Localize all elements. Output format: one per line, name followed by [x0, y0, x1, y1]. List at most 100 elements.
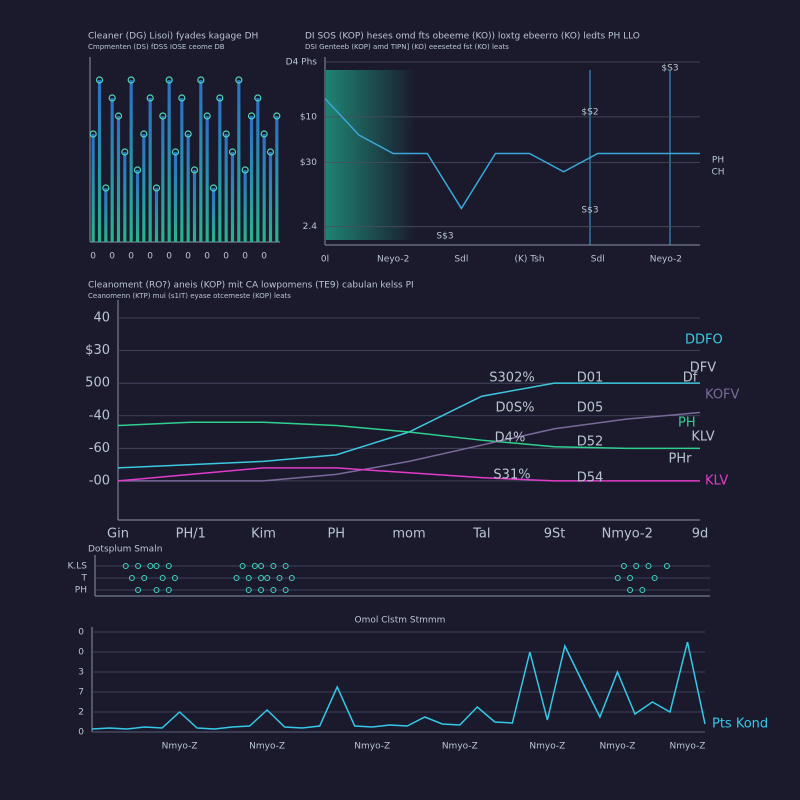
x-tick-label: 0: [147, 252, 153, 262]
bar-marker: [114, 112, 123, 120]
dot: [276, 575, 283, 581]
y-tick-label: -40: [89, 408, 110, 423]
bar: [237, 80, 241, 242]
annotation: D4%: [495, 431, 526, 446]
dot: [251, 563, 258, 569]
x-tick-label: Nmyo-Z: [529, 742, 565, 752]
line-series: [324, 98, 700, 210]
chart-title: Omol Clstm Stmmm: [355, 616, 446, 626]
dot: [270, 563, 277, 569]
x-tick-label: 0: [109, 252, 115, 262]
dot: [627, 587, 634, 593]
dot: [233, 575, 240, 581]
dot: [288, 575, 295, 581]
dot: [258, 587, 265, 593]
annotation: Df: [683, 371, 698, 386]
x-tick-label: 0: [261, 252, 267, 262]
bar-marker: [235, 76, 243, 84]
bar-marker: [222, 130, 230, 138]
x-tick-label: 0l: [321, 255, 329, 265]
bar: [180, 98, 184, 242]
x-tick-label: Neyo-2: [377, 255, 409, 265]
dot: [258, 563, 265, 569]
dot: [245, 587, 252, 593]
dot: [245, 575, 252, 581]
x-tick-label: 0: [166, 252, 172, 262]
dot: [663, 563, 670, 569]
x-tick-label: Nmyo-Z: [599, 742, 635, 752]
bar: [91, 134, 95, 242]
annotation: S302%: [489, 371, 534, 386]
bar-marker: [260, 130, 268, 138]
annotation: D05: [577, 401, 604, 416]
dot: [620, 563, 627, 569]
bar-marker: [216, 94, 224, 102]
annotation: KLV: [691, 430, 714, 445]
bar: [211, 188, 216, 242]
y-tick-label: 40: [93, 311, 110, 326]
dot: [614, 575, 621, 581]
bar-marker: [247, 112, 256, 120]
x-tick-label: 0: [185, 252, 191, 262]
bar-marker: [197, 76, 205, 84]
dot: [171, 575, 178, 581]
x-tick-label: Nmyo-Z: [162, 742, 198, 752]
line-series: [91, 641, 706, 730]
y-tick-label: T: [81, 574, 88, 584]
x-tick-label: Nmyo-Z: [670, 742, 706, 752]
dot: [264, 575, 271, 581]
dot: [239, 563, 246, 569]
dot: [153, 563, 160, 569]
bar-marker: [209, 184, 218, 192]
bar: [135, 170, 140, 242]
x-tick-label: Tal: [472, 527, 490, 542]
bar: [199, 80, 203, 242]
bar-marker: [127, 76, 135, 84]
y-tick-label: 0: [78, 648, 84, 658]
y-tick-label: $30: [85, 343, 110, 358]
x-tick-label: 9d: [692, 527, 709, 542]
dot: [135, 563, 142, 569]
bar-marker: [89, 130, 97, 138]
bar-marker: [273, 112, 281, 120]
bar-marker: [266, 148, 275, 156]
bar: [154, 188, 159, 242]
annotation: $S3: [661, 64, 678, 74]
x-tick-label: Nmyo-2: [602, 527, 653, 542]
y-tick-label: PH: [75, 586, 87, 596]
bar: [167, 80, 171, 242]
chart-subtitle: Ceanomenn (KTP) mui (s1IT) eyase otcemes…: [88, 292, 291, 300]
chart-subtitle: Cmpmenten (DS) fDSS IOSE ceome DB: [88, 43, 225, 51]
annotation: D52: [577, 435, 604, 450]
x-tick-label: Nmyo-Z: [442, 742, 478, 752]
chart-subtitle: DSI Genteeb (KOP) amd TIPN] (KO) eeesete…: [305, 43, 509, 51]
line-series: [117, 421, 700, 450]
dot: [165, 587, 172, 593]
x-tick-label: 0: [223, 252, 229, 262]
bar-marker: [228, 148, 237, 156]
bar: [268, 152, 273, 242]
y-tick-label: 0: [78, 728, 84, 738]
x-tick-label: 0: [242, 252, 248, 262]
bar: [186, 134, 190, 242]
annotation: PHr: [669, 452, 693, 467]
chart-title: DI SOS (KOP) heses omd fts obeeme (KO)) …: [305, 32, 640, 42]
dot: [128, 575, 135, 581]
chart-title: Cleaner (DG) Lisoi) fyades kagage DH: [88, 32, 258, 42]
y-tick-label: $30: [300, 158, 317, 168]
bar-marker: [95, 76, 104, 84]
dot: [122, 563, 129, 569]
y-tick-label: -00: [89, 473, 110, 488]
annotation: D54: [577, 471, 604, 486]
dot: [135, 587, 142, 593]
y-tick-label: 500: [85, 376, 110, 391]
bar-marker: [165, 76, 173, 84]
bar: [142, 134, 146, 242]
bar-marker: [159, 112, 167, 120]
annotation: D0S%: [496, 401, 535, 416]
x-tick-label: PH: [327, 527, 345, 542]
bar-marker: [140, 130, 148, 138]
bar: [249, 116, 254, 242]
bar: [110, 98, 114, 242]
